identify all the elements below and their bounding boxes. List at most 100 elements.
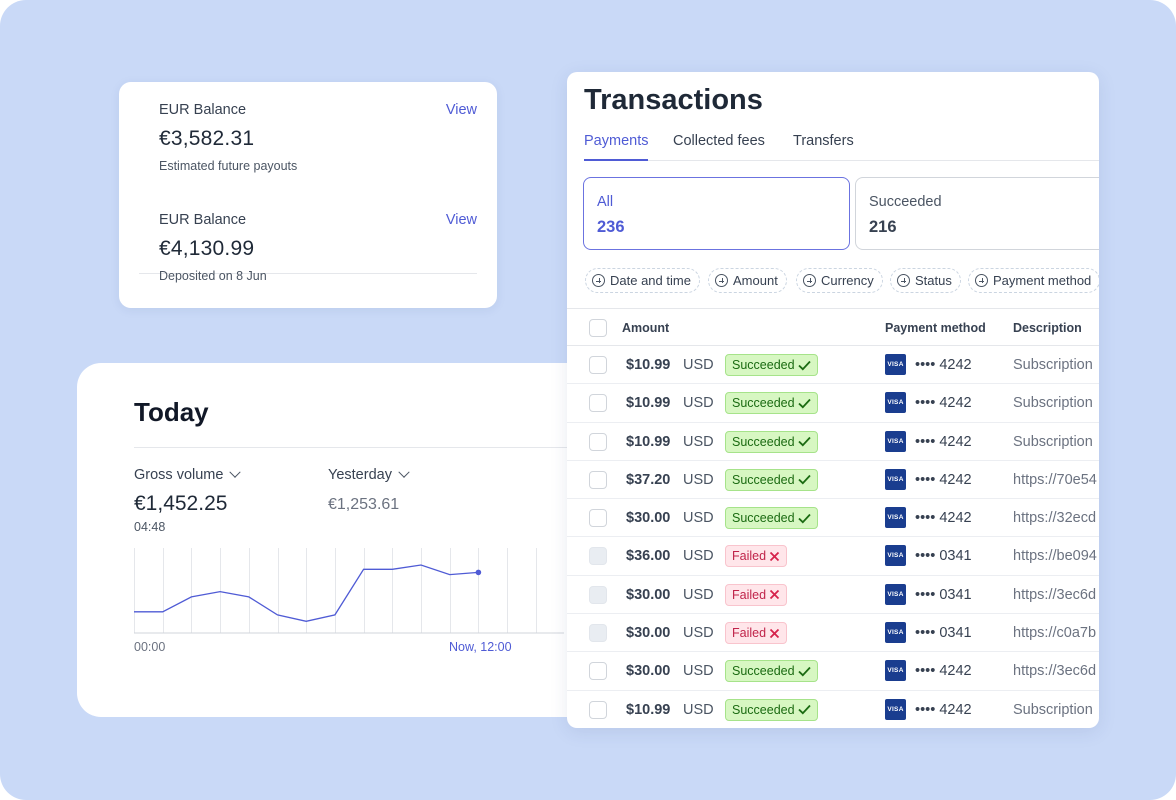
tab-collected-fees[interactable]: Collected fees [673, 133, 765, 149]
plus-circle-icon [975, 274, 988, 287]
row-checkbox[interactable] [589, 585, 607, 604]
card-number: •••• 0341 [915, 625, 972, 642]
view-balance-link[interactable]: View [445, 102, 477, 118]
table-row[interactable]: $10.99 USD Succeeded VISA •••• 4242 Subscript… [567, 423, 1099, 461]
row-amount: $10.99 [626, 701, 671, 718]
check-icon [797, 513, 811, 524]
status-badge: Succeeded [725, 507, 818, 530]
x-icon [769, 590, 780, 600]
chip-status[interactable]: Status [890, 268, 961, 293]
visa-card-icon: VISA [885, 698, 906, 720]
row-checkbox[interactable] [589, 470, 607, 489]
row-checkbox[interactable] [589, 394, 607, 413]
row-description: https://3ec6d [1013, 586, 1097, 603]
tab-transfers[interactable]: Transfers [793, 133, 854, 149]
status-badge: Succeeded [725, 392, 818, 415]
filter-all[interactable]: All 236 [583, 177, 850, 250]
row-description: https://70e54 [1013, 471, 1097, 488]
plus-circle-icon [803, 274, 816, 287]
chip-amount[interactable]: Amount [708, 268, 787, 293]
axis-end-label: Now, 12:00 [449, 640, 512, 654]
table-row[interactable]: $36.00 USD Failed VISA •••• 0341 https://be09… [567, 537, 1099, 576]
visa-card-icon: VISA [885, 430, 906, 452]
tab-payments[interactable]: Payments [584, 133, 649, 161]
transactions-card: Transactions Payments Collected fees Tra… [567, 72, 1099, 728]
status-badge: Succeeded [725, 468, 818, 491]
status-label: Succeeded [732, 664, 795, 679]
chip-date-and-time[interactable]: Date and time [585, 268, 700, 293]
row-checkbox[interactable] [589, 700, 607, 719]
balance-section: EUR Balance View €3,582.31 Estimated fut… [159, 100, 477, 210]
row-checkbox[interactable] [589, 432, 607, 451]
card-number: •••• 0341 [915, 586, 972, 603]
row-amount: $10.99 [626, 357, 671, 373]
gross-volume-line [134, 564, 479, 622]
row-checkbox[interactable] [589, 624, 607, 643]
filter-label: All [597, 194, 614, 210]
table-row[interactable]: $10.99 USD Succeeded VISA •••• 4242 Subscript… [567, 346, 1099, 385]
status-label: Succeeded [732, 396, 795, 411]
row-currency: USD [683, 471, 714, 488]
table-row[interactable]: $30.00 USD Failed VISA •••• 0341 https://3ec6… [567, 576, 1099, 615]
balance-label: EUR Balance [159, 212, 247, 228]
row-checkbox[interactable] [589, 356, 607, 374]
divider [139, 273, 477, 274]
check-icon [797, 360, 811, 370]
row-currency: USD [683, 701, 714, 718]
row-description: https://32ecd [1013, 510, 1097, 527]
table-body: $10.99 USD Succeeded VISA •••• 4242 Subscript… [567, 346, 1099, 728]
card-number: •••• 4242 [915, 357, 972, 373]
yesterday-value: €1,253.61 [328, 496, 400, 513]
status-badge: Succeeded [725, 354, 818, 376]
row-currency: USD [683, 357, 714, 373]
divider [134, 447, 637, 448]
visa-card-icon: VISA [885, 468, 906, 490]
filter-succeeded[interactable]: Succeeded 216 [855, 177, 1099, 250]
tab-bar: Payments Collected fees Transfers [584, 133, 1099, 161]
row-amount: $30.00 [626, 663, 671, 680]
filter-count: 216 [869, 218, 897, 236]
chart-grid [134, 548, 537, 633]
row-checkbox[interactable] [589, 662, 607, 681]
status-badge: Failed [725, 622, 788, 645]
row-checkbox[interactable] [589, 509, 607, 528]
view-balance-link[interactable]: View [445, 212, 477, 228]
row-currency: USD [683, 510, 714, 527]
row-currency: USD [683, 433, 714, 450]
check-icon [797, 436, 811, 447]
card-number: •••• 4242 [915, 701, 972, 718]
visa-card-icon: VISA [885, 545, 906, 567]
status-badge: Failed [725, 545, 788, 568]
table-row[interactable]: $30.00 USD Failed VISA •••• 0341 https://c0a7… [567, 614, 1099, 653]
row-amount: $10.99 [626, 395, 671, 412]
row-amount: $30.00 [626, 510, 671, 527]
table-row[interactable]: $30.00 USD Succeeded VISA •••• 4242 https://3… [567, 499, 1099, 538]
row-checkbox[interactable] [589, 547, 607, 566]
status-label: Failed [732, 626, 767, 641]
status-label: Succeeded [732, 702, 795, 717]
status-badge: Succeeded [725, 430, 818, 453]
x-icon [769, 628, 780, 638]
chip-payment-method[interactable]: Payment method [968, 268, 1099, 293]
gross-volume-dropdown[interactable]: Gross volume [134, 466, 242, 483]
row-description: https://c0a7b [1013, 625, 1097, 642]
chip-currency[interactable]: Currency [796, 268, 883, 293]
visa-card-icon: VISA [885, 507, 906, 529]
table-row[interactable]: $30.00 USD Succeeded VISA •••• 4242 https://3… [567, 652, 1099, 691]
check-icon [797, 705, 811, 715]
table-row[interactable]: $37.20 USD Succeeded VISA •••• 4242 https://7… [567, 461, 1099, 500]
chip-label: Amount [733, 273, 778, 288]
chip-label: Date and time [610, 273, 691, 288]
chevron-down-icon [398, 466, 410, 478]
gross-volume-label: Gross volume [134, 467, 224, 483]
table-row[interactable]: $10.99 USD Succeeded VISA •••• 4242 Subscript… [567, 691, 1099, 728]
status-label: Succeeded [732, 358, 795, 372]
status-label: Succeeded [732, 472, 795, 487]
balance-amount: €3,582.31 [159, 127, 255, 150]
status-label: Failed [732, 549, 767, 564]
table-row[interactable]: $10.99 USD Succeeded VISA •••• 4242 Subscript… [567, 384, 1099, 423]
column-amount: Amount [622, 321, 670, 335]
yesterday-dropdown[interactable]: Yesterday [328, 466, 410, 483]
card-number: •••• 4242 [915, 471, 972, 488]
select-all-checkbox[interactable] [589, 319, 607, 337]
